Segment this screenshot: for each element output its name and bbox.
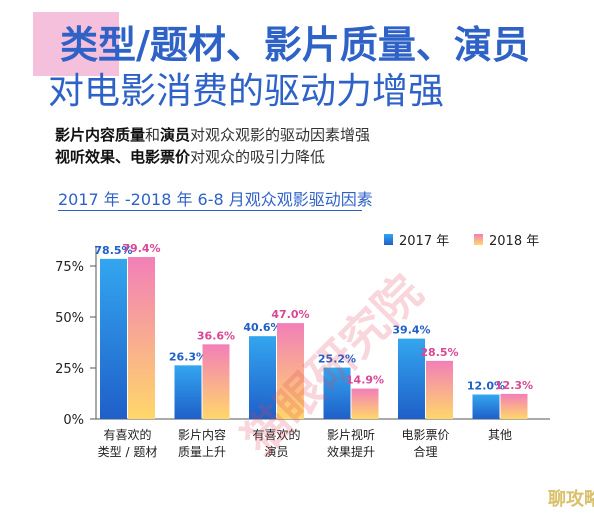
legend-swatch	[384, 234, 393, 245]
x-category-label: 影片内容	[178, 427, 226, 442]
data-label: 12.3%	[495, 379, 533, 392]
data-label: 26.3%	[169, 350, 207, 363]
data-label: 78.5%	[94, 244, 132, 257]
corner-logo: 聊攻略	[548, 489, 594, 510]
bar-2018	[202, 344, 230, 419]
bar-2018	[426, 360, 453, 419]
data-label: 40.6%	[243, 321, 281, 334]
x-category-label: 其他	[488, 428, 512, 442]
x-category-label: 影片视听	[327, 427, 375, 442]
subtitle-text: 对观众观影的驱动因素增强	[190, 126, 371, 144]
x-category-label: 合理	[413, 444, 437, 459]
subtitle-text: 和	[145, 126, 161, 144]
bar-2017	[249, 336, 276, 419]
bar-2018	[500, 393, 528, 419]
bar-2017	[100, 258, 127, 419]
chart-title-underline	[58, 210, 362, 211]
data-label: 47.0%	[271, 308, 309, 321]
subtitle-text: 对观众的吸引力降低	[190, 148, 326, 166]
data-label: 12.0%	[467, 380, 505, 393]
subtitle-emphasis: 演员	[160, 126, 191, 144]
bar-2018	[351, 388, 379, 419]
subtitle-emphasis: 影片内容质量	[55, 126, 146, 144]
subtitle-line1: 影片内容质量和演员对观众观影的驱动因素增强	[55, 124, 370, 145]
subtitle-line2: 视听效果、电影票价对观众的吸引力降低	[55, 146, 325, 167]
y-tick-label: 75%	[55, 260, 84, 275]
legend-label: 2018 年	[489, 234, 539, 249]
page-title-line1: 类型/题材、影片质量、演员	[60, 23, 530, 67]
data-label: 28.5%	[420, 346, 458, 359]
x-category-label: 类型 / 题材	[98, 445, 158, 459]
data-label: 39.4%	[392, 324, 430, 337]
x-category-label: 有喜欢的	[252, 427, 300, 442]
x-category-label: 有喜欢的	[103, 427, 151, 442]
subtitle-emphasis: 视听效果、电影票价	[55, 148, 191, 166]
data-label: 14.9%	[346, 374, 384, 387]
x-category-label: 质量上升	[178, 445, 226, 459]
legend-swatch	[474, 234, 483, 245]
data-label: 25.2%	[318, 353, 356, 366]
bar-2017	[323, 367, 351, 419]
y-tick-label: 25%	[55, 362, 84, 377]
bar-2017	[398, 338, 425, 419]
bar-2018	[128, 257, 155, 419]
data-label: 36.6%	[197, 329, 235, 342]
x-category-label: 效果提升	[327, 444, 375, 459]
legend-label: 2017 年	[399, 234, 449, 249]
bar-2017	[174, 365, 202, 419]
chart-title: 2017 年 -2018 年 6-8 月观众观影驱动因素	[58, 190, 373, 209]
bar-2018	[277, 323, 304, 419]
y-tick-label: 0%	[63, 413, 84, 428]
bar-2017	[472, 394, 500, 419]
decorative-pink-square	[33, 12, 119, 76]
y-tick-label: 50%	[55, 311, 84, 326]
x-category-label: 电影票价	[401, 428, 449, 442]
x-category-label: 演员	[264, 444, 288, 459]
data-label: 79.4%	[122, 242, 160, 255]
page-title-line2: 对电影消费的驱动力增强	[48, 71, 445, 112]
